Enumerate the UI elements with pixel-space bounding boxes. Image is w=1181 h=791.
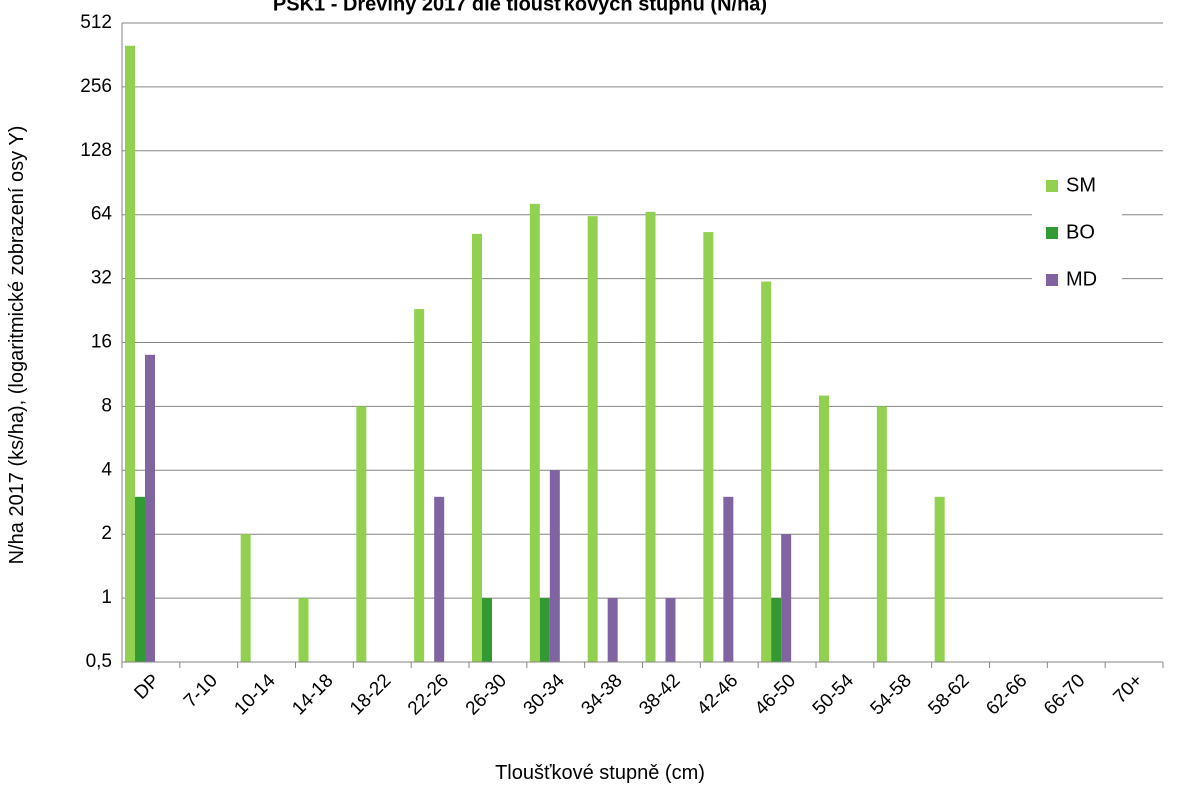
bar-sm-58-62 bbox=[934, 496, 945, 662]
legend-swatch-sm bbox=[1046, 180, 1058, 192]
bars bbox=[125, 45, 945, 663]
gridlines bbox=[122, 22, 1163, 599]
axes bbox=[121, 23, 1164, 668]
bar-bo-DP bbox=[135, 496, 145, 662]
y-axis-label: N/ha 2017 (ks/ha), (logaritmické zobraze… bbox=[6, 126, 28, 565]
x-tick-label: 58-62 bbox=[924, 670, 973, 719]
bar-sm-18-22 bbox=[356, 406, 367, 662]
x-tick-label: 66-70 bbox=[1040, 670, 1089, 719]
x-tick-label: 7-10 bbox=[180, 670, 222, 712]
x-tick-label: 34-38 bbox=[577, 670, 626, 719]
legend-label-bo: BO bbox=[1066, 221, 1095, 243]
y-tick-label: 16 bbox=[91, 332, 112, 353]
bar-md-22-26 bbox=[434, 496, 445, 662]
bar-sm-DP bbox=[125, 45, 135, 663]
x-tick-label: 62-66 bbox=[982, 670, 1031, 719]
x-tick-label: 46-50 bbox=[751, 670, 800, 719]
y-tick-label: 64 bbox=[91, 204, 113, 225]
bar-sm-54-58 bbox=[876, 406, 887, 662]
bar-sm-46-50 bbox=[761, 281, 772, 662]
x-tick-label: 42-46 bbox=[693, 670, 742, 719]
legend-label-md: MD bbox=[1066, 268, 1097, 290]
bar-bo-26-30 bbox=[482, 598, 492, 662]
bar-sm-26-30 bbox=[472, 233, 482, 662]
x-tick-label: 10-14 bbox=[230, 670, 280, 720]
legend-swatch-bo bbox=[1046, 227, 1058, 239]
x-tick-label: 18-22 bbox=[346, 670, 395, 719]
y-tick-label: 128 bbox=[80, 140, 112, 161]
bar-md-DP bbox=[145, 354, 155, 662]
x-tick-label: 70+ bbox=[1110, 670, 1148, 708]
y-tick-label: 1 bbox=[101, 587, 112, 608]
y-tick-label: 8 bbox=[101, 395, 112, 416]
x-tick-label: 22-26 bbox=[404, 670, 453, 719]
x-tick-label: 14-18 bbox=[288, 670, 337, 719]
legend-label-sm: SM bbox=[1066, 174, 1096, 196]
bar-sm-30-34 bbox=[529, 203, 540, 662]
bar-md-34-38 bbox=[607, 598, 618, 662]
bar-bo-30-34 bbox=[539, 598, 550, 662]
y-tick-label: 32 bbox=[91, 268, 112, 289]
bar-sm-34-38 bbox=[587, 216, 598, 663]
x-axis-label: Tloušťkové stupně (cm) bbox=[495, 762, 705, 784]
y-tick-label: 256 bbox=[80, 76, 112, 97]
bar-sm-50-54 bbox=[819, 395, 829, 662]
legend-swatch-md bbox=[1046, 274, 1058, 286]
bar-sm-14-18 bbox=[298, 598, 309, 662]
bar-bo-46-50 bbox=[771, 598, 782, 662]
x-tick-label: 50-54 bbox=[809, 670, 859, 720]
bar-sm-10-14 bbox=[240, 534, 251, 662]
chart-title: PSK1 - Dřeviny 2017 dle tloušťkových stu… bbox=[273, 0, 767, 15]
y-tick-label: 0,5 bbox=[86, 651, 112, 672]
x-tick-label: 30-34 bbox=[520, 670, 570, 720]
bar-md-30-34 bbox=[549, 470, 560, 662]
legend: SM BO MD bbox=[1032, 164, 1122, 298]
x-tick-label: 54-58 bbox=[867, 670, 916, 719]
bar-sm-42-46 bbox=[703, 232, 714, 662]
x-tick-label: 26-30 bbox=[462, 670, 511, 719]
bar-md-42-46 bbox=[723, 496, 734, 662]
x-tick-label: DP bbox=[130, 670, 164, 704]
y-tick-label: 4 bbox=[101, 459, 112, 480]
y-tick-label: 2 bbox=[101, 523, 112, 544]
bar-sm-22-26 bbox=[414, 309, 425, 662]
bar-sm-38-42 bbox=[645, 211, 656, 662]
bar-md-38-42 bbox=[665, 598, 676, 662]
x-tick-label: 38-42 bbox=[635, 670, 684, 719]
y-tick-label: 512 bbox=[80, 12, 112, 33]
bar-md-46-50 bbox=[781, 534, 792, 662]
